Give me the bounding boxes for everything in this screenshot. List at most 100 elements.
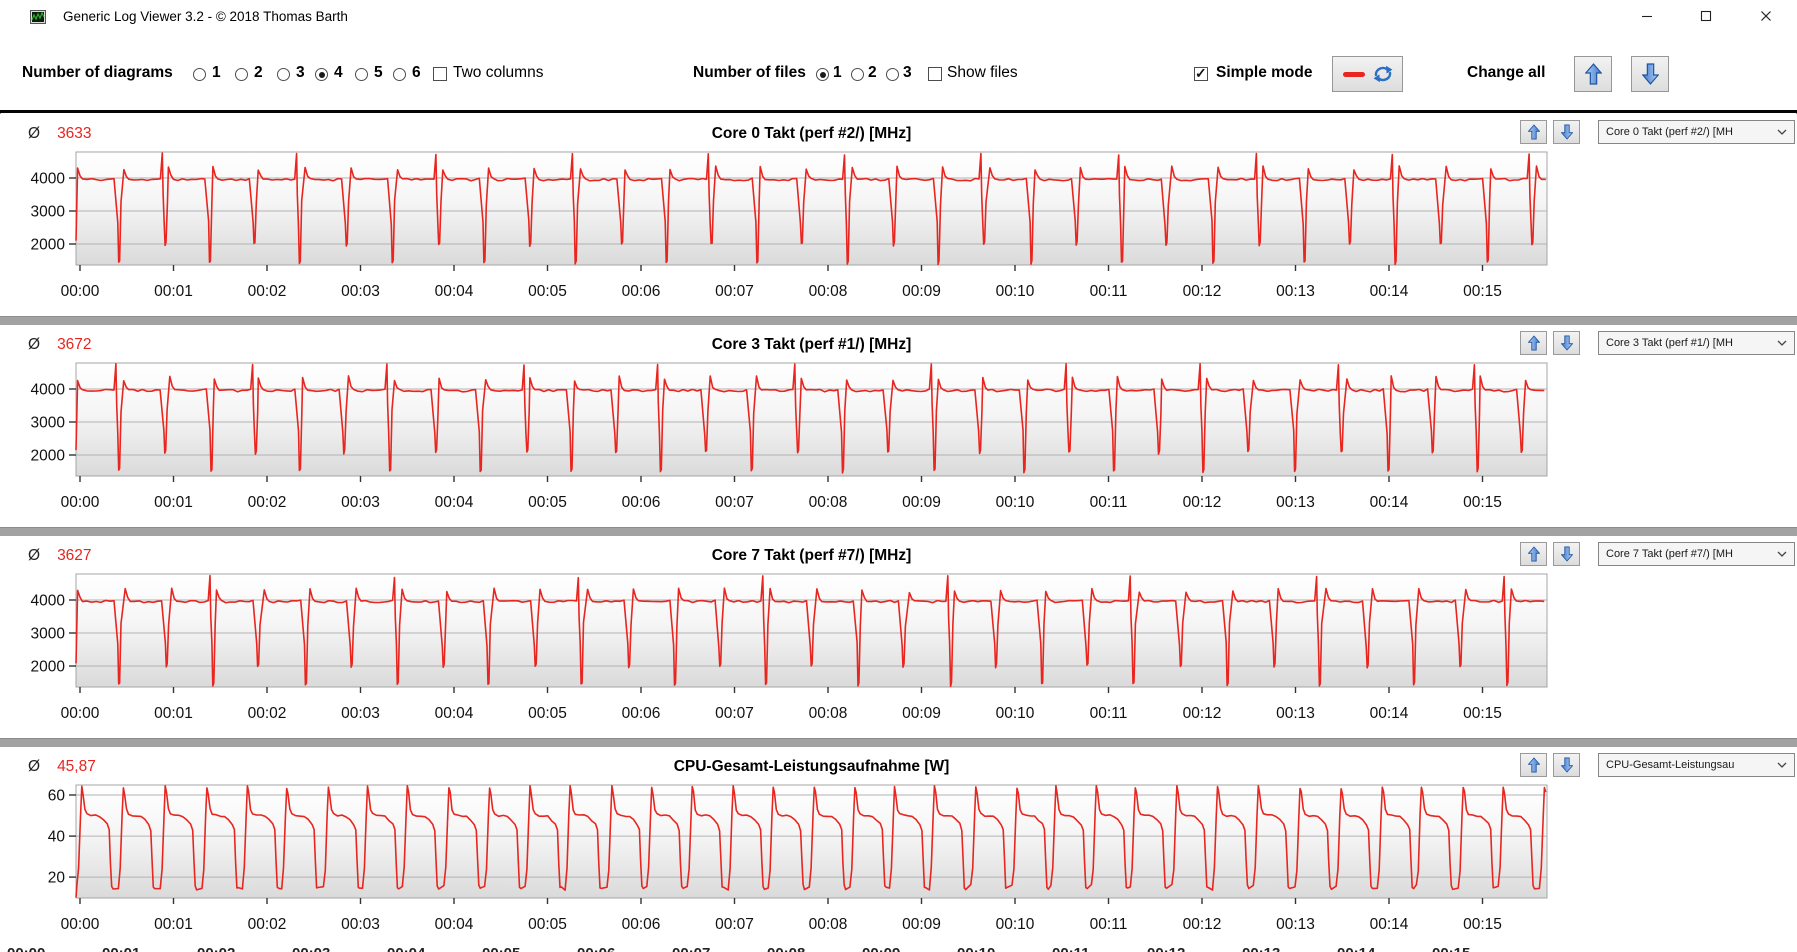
change-all-down-button[interactable] [1631, 56, 1669, 92]
svg-text:00:15: 00:15 [1463, 494, 1502, 509]
svg-text:00:01: 00:01 [154, 705, 193, 720]
diagram-panel-2: Ø 3672 Core 3 Takt (perf #1/) [MHz] Core … [0, 325, 1797, 527]
simple-mode-label[interactable]: Simple mode [1216, 64, 1313, 81]
maximize-icon [1700, 10, 1712, 25]
maximize-button[interactable] [1686, 0, 1726, 34]
signal-dropdown[interactable]: CPU-Gesamt-Leistungsau [1598, 753, 1795, 777]
file-count-option-3[interactable]: 3 [903, 64, 912, 81]
average-readout: Ø 3627 [28, 544, 92, 568]
move-up-button[interactable] [1520, 542, 1547, 566]
svg-text:00:10: 00:10 [996, 494, 1035, 509]
svg-text:00:05: 00:05 [528, 916, 567, 931]
file-count-option-1[interactable]: 1 [833, 64, 842, 81]
chevron-down-icon [1777, 129, 1787, 135]
diagram-count-radio-5[interactable] [355, 68, 368, 81]
diagram-count-radio-4[interactable] [315, 68, 328, 81]
panel-title: Core 3 Takt (perf #1/) [MHz] [711, 336, 912, 353]
svg-text:00:11: 00:11 [1090, 494, 1128, 509]
svg-text:00:15: 00:15 [1463, 705, 1502, 720]
diagram-panel-1: Ø 3633 Core 0 Takt (perf #2/) [MHz] Core … [0, 114, 1797, 316]
file-count-radio-1[interactable] [816, 68, 829, 81]
svg-text:00:06: 00:06 [622, 705, 661, 720]
show-files-label[interactable]: Show files [947, 64, 1018, 81]
chart-canvas[interactable]: 60 40 20 00:00 00:01 00:02 00:03 00:04 00:05 00:0… [0, 781, 1797, 931]
chart-canvas[interactable]: 4000 3000 2000 00:00 00:01 00:02 00:03 00:04 00:… [0, 148, 1797, 298]
move-up-button[interactable] [1520, 753, 1547, 777]
chart-canvas[interactable]: 4000 3000 2000 00:00 00:01 00:02 00:03 00:04 00:… [0, 359, 1797, 509]
file-count-radio-2[interactable] [851, 68, 864, 81]
diagram-count-radio-1[interactable] [193, 68, 206, 81]
diagram-count-radio-2[interactable] [235, 68, 248, 81]
simple-mode-checkbox[interactable] [1194, 65, 1208, 82]
move-up-button[interactable] [1520, 331, 1547, 355]
close-button[interactable] [1746, 0, 1786, 34]
dropdown-value: CPU-Gesamt-Leistungsau [1606, 759, 1735, 771]
svg-text:00:10: 00:10 [996, 916, 1035, 931]
down-arrow-icon [1560, 757, 1573, 773]
move-down-button[interactable] [1553, 331, 1580, 355]
move-down-button[interactable] [1553, 542, 1580, 566]
svg-text:00:06: 00:06 [622, 916, 661, 931]
average-readout: Ø 3672 [28, 333, 92, 357]
svg-text:00:07: 00:07 [715, 916, 754, 931]
diagram-count-option-6[interactable]: 6 [412, 64, 421, 81]
move-up-button[interactable] [1520, 120, 1547, 144]
svg-text:4000: 4000 [31, 382, 66, 399]
signal-dropdown[interactable]: Core 0 Takt (perf #2/) [MH [1598, 120, 1795, 144]
svg-text:00:01: 00:01 [154, 916, 193, 931]
panel-separator [0, 738, 1797, 747]
svg-text:00:13: 00:13 [1276, 283, 1315, 298]
svg-text:00:09: 00:09 [902, 494, 941, 509]
svg-text:4000: 4000 [31, 593, 66, 610]
diagram-count-option-2[interactable]: 2 [254, 64, 263, 81]
file-count-radio-3[interactable] [886, 68, 899, 81]
diagram-panel-3: Ø 3627 Core 7 Takt (perf #7/) [MHz] Core … [0, 536, 1797, 738]
svg-text:00:05: 00:05 [528, 283, 567, 298]
svg-text:00:04: 00:04 [435, 494, 474, 509]
svg-text:20: 20 [48, 870, 66, 887]
svg-text:00:02: 00:02 [248, 705, 287, 720]
svg-text:00:08: 00:08 [809, 916, 848, 931]
diagram-count-option-4[interactable]: 4 [334, 64, 343, 81]
svg-text:00:04: 00:04 [435, 916, 474, 931]
svg-text:00:10: 00:10 [996, 283, 1035, 298]
svg-text:00:02: 00:02 [248, 283, 287, 298]
move-down-button[interactable] [1553, 753, 1580, 777]
svg-text:00:12: 00:12 [1183, 494, 1222, 509]
svg-text:00:08: 00:08 [809, 283, 848, 298]
panel-title: CPU-Gesamt-Leistungsaufnahme [W] [673, 758, 950, 775]
up-arrow-icon [1527, 546, 1540, 562]
svg-text:00:02: 00:02 [248, 494, 287, 509]
svg-text:00:03: 00:03 [341, 916, 380, 931]
panel-separator [0, 316, 1797, 325]
average-value: 45,87 [57, 758, 96, 775]
change-all-up-button[interactable] [1574, 56, 1612, 92]
diagram-count-radio-6[interactable] [393, 68, 406, 81]
two-columns-checkbox[interactable] [433, 67, 447, 81]
down-arrow-icon [1560, 335, 1573, 351]
chart-canvas[interactable]: 4000 3000 2000 00:00 00:01 00:02 00:03 00:04 00:… [0, 570, 1797, 720]
file-count-option-2[interactable]: 2 [868, 64, 877, 81]
diagram-count-option-3[interactable]: 3 [296, 64, 305, 81]
panel-top-border [0, 110, 1797, 113]
average-symbol: Ø [28, 758, 41, 775]
diagram-count-option-5[interactable]: 5 [374, 64, 383, 81]
svg-text:00:02: 00:02 [248, 916, 287, 931]
line-style-button[interactable] [1332, 56, 1403, 92]
diagram-count-option-1[interactable]: 1 [212, 64, 221, 81]
average-symbol: Ø [28, 125, 41, 142]
move-down-button[interactable] [1553, 120, 1580, 144]
svg-text:2000: 2000 [31, 237, 66, 254]
signal-dropdown[interactable]: Core 7 Takt (perf #7/) [MH [1598, 542, 1795, 566]
svg-text:00:06: 00:06 [622, 283, 661, 298]
signal-dropdown[interactable]: Core 3 Takt (perf #1/) [MH [1598, 331, 1795, 355]
svg-text:00:13: 00:13 [1276, 705, 1315, 720]
two-columns-label[interactable]: Two columns [453, 64, 544, 81]
diagram-count-radio-3[interactable] [277, 68, 290, 81]
chevron-down-icon [1777, 551, 1787, 557]
panel-separator [0, 527, 1797, 536]
minimize-button[interactable] [1627, 0, 1667, 34]
down-arrow-icon [1560, 546, 1573, 562]
svg-text:00:08: 00:08 [809, 705, 848, 720]
show-files-checkbox[interactable] [928, 67, 942, 81]
